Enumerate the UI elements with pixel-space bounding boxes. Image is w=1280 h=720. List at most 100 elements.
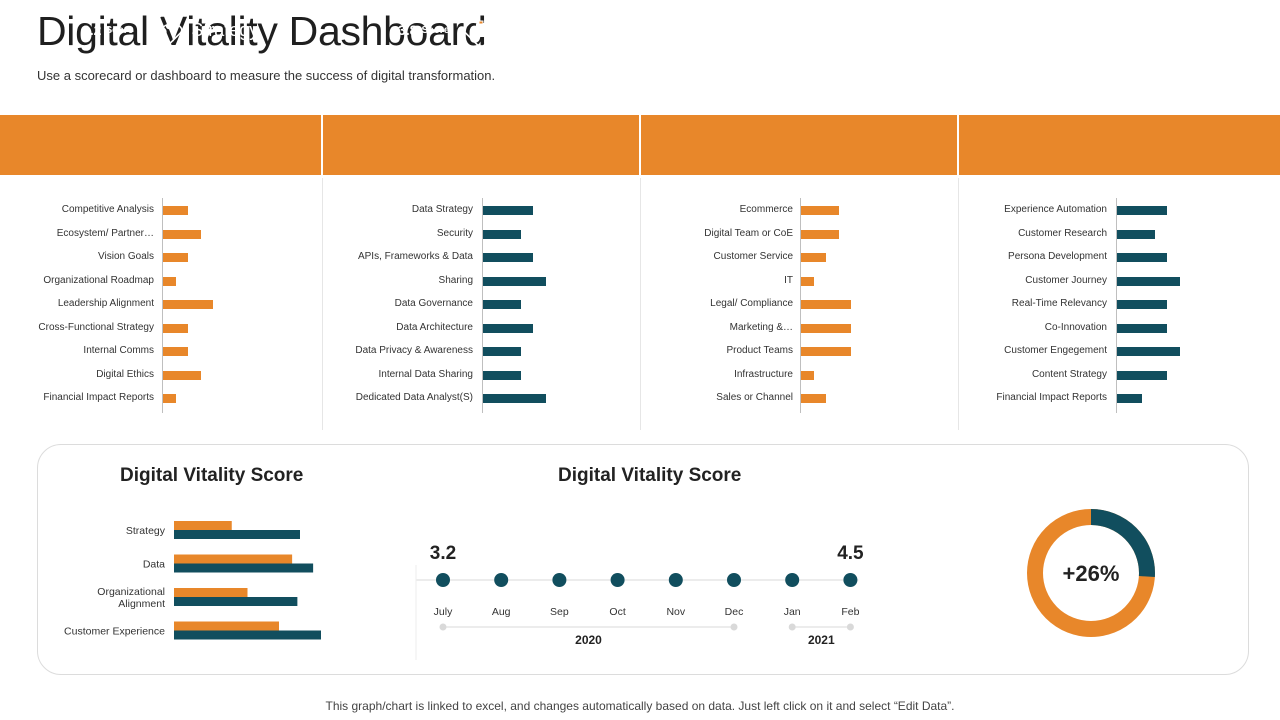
bar — [801, 394, 827, 403]
bar-row: Experience Automation — [958, 201, 1278, 219]
bar-axis — [482, 198, 483, 413]
summary-bar-chart-title: Digital Vitality Score — [120, 465, 304, 486]
bar — [801, 300, 852, 309]
category-icon-badge — [779, 10, 819, 50]
org-chart-icon — [791, 22, 808, 37]
summary-bar — [174, 630, 321, 640]
bar-row: Data Strategy — [322, 201, 642, 219]
bar — [1117, 253, 1168, 262]
year-label: 2020 — [575, 633, 602, 647]
bar — [483, 206, 534, 215]
bar — [483, 276, 546, 286]
donut-center-label: +26% — [1063, 561, 1120, 586]
bar — [163, 300, 214, 309]
bar-row: Dedicated Data Analyst(S) — [322, 389, 642, 407]
timeline-start-value: 3.2 — [430, 543, 456, 564]
bar-row: Digital Team or CoE — [640, 225, 960, 243]
bar — [801, 206, 839, 215]
category-name-line: Data — [507, 19, 546, 40]
bar-category-label: Organizational Roadmap — [43, 274, 154, 286]
bar — [483, 347, 521, 356]
year-bracket-end — [788, 623, 796, 631]
bar — [483, 323, 534, 333]
bar-axis — [1116, 198, 1117, 413]
category-name-line: Experience — [1143, 31, 1234, 51]
year-bracket-end — [730, 623, 738, 631]
timeline-month-label: Aug — [492, 606, 511, 618]
bar-row: Marketing &… — [640, 319, 960, 337]
bar — [163, 323, 189, 333]
bar-category-label: Data Governance — [394, 298, 473, 309]
category-bar-chart: Data Strategy Security APIs, Frameworks & … — [322, 198, 642, 413]
year-label: 2021 — [808, 633, 835, 647]
bar-category-label: Persona Development — [1008, 251, 1107, 262]
column-divider — [322, 178, 323, 430]
bar-category-label: Experience Automation — [1004, 204, 1107, 215]
bar — [801, 229, 839, 239]
summary-bar — [174, 521, 232, 530]
bar-category-label: Ecommerce — [739, 204, 793, 215]
bar-category-label: Marketing &… — [729, 321, 793, 333]
bar — [801, 370, 814, 380]
timeline-chart: 3.2 4.5 July Aug Sep Oct Nov Dec Jan Feb 2020 2021 — [415, 543, 864, 660]
bar — [483, 253, 534, 262]
bar-row: Customer Service — [640, 248, 960, 266]
bar — [163, 347, 189, 356]
summary-bar — [174, 597, 298, 606]
bar — [1117, 394, 1143, 403]
bar-row: Customer Engegement — [958, 342, 1278, 360]
bar-row: Sharing — [322, 272, 642, 290]
bar-row: Infrastructure — [640, 366, 960, 384]
bar-category-label: Customer Engegement — [1004, 345, 1107, 356]
category-icon-badge — [461, 10, 501, 50]
score-label: Score — [421, 24, 450, 36]
bar-category-label: Sharing — [438, 274, 473, 286]
timeline-month-label: Sep — [550, 606, 569, 618]
bar-row: Legal/ Compliance — [640, 295, 960, 313]
category-name: Data — [507, 19, 545, 42]
bar-category-label: Vision Goals — [98, 251, 154, 262]
bar — [1117, 300, 1168, 309]
category-score: 2.2 — [82, 22, 102, 38]
bar — [163, 394, 176, 403]
bar — [1117, 206, 1168, 215]
bar-category-label: Customer Service — [713, 251, 793, 262]
category-bar-chart: Ecommerce Digital Team or CoE Customer Ser… — [640, 198, 960, 413]
diamond-frame — [781, 12, 817, 48]
bar-row: Internal Comms — [0, 342, 320, 360]
summary-category-label: Alignment — [118, 598, 165, 610]
bar-row: Organizational Roadmap — [0, 272, 320, 290]
bar-row: Persona Development — [958, 248, 1278, 266]
summary-category-label: Strategy — [126, 525, 166, 537]
summary-bar — [174, 530, 300, 539]
bar-row: Ecommerce — [640, 201, 960, 219]
timeline-dot — [668, 573, 683, 587]
year-bracket-end — [846, 623, 854, 631]
timeline-month-label: Feb — [841, 606, 859, 618]
summary-bar — [174, 554, 293, 564]
band-divider — [321, 115, 323, 175]
category-name: Strategy — [191, 19, 258, 42]
bar-row: Financial Impact Reports — [0, 389, 320, 407]
bar-category-label: Dedicated Data Analyst(S) — [355, 392, 473, 403]
bar-category-label: Co-Innovation — [1044, 321, 1107, 333]
diamond-frame — [463, 12, 499, 48]
category-score: 3.9 — [1034, 22, 1054, 38]
score-label: Score — [1057, 24, 1086, 36]
clipboard-icon — [476, 20, 487, 37]
bar — [1117, 323, 1168, 333]
bar-row: Cross-Functional Strategy — [0, 319, 320, 337]
bar-row: Product Teams — [640, 342, 960, 360]
category-icon-badge — [1097, 10, 1137, 50]
bar — [163, 370, 201, 380]
band-divider — [957, 115, 959, 175]
category-header: 3.9 Score Customer Experience — [958, 0, 1278, 60]
bar-row: Data Governance — [322, 295, 642, 313]
page-title: Digital Vitality Dashboard — [37, 8, 487, 54]
summary-bar — [174, 588, 248, 597]
category-header: 3.8 Score Data — [322, 0, 642, 60]
bar-category-label: Internal Comms — [83, 345, 154, 356]
diamond-frame — [1099, 12, 1135, 48]
bar — [801, 253, 827, 262]
timeline-month-label: Nov — [666, 606, 685, 618]
